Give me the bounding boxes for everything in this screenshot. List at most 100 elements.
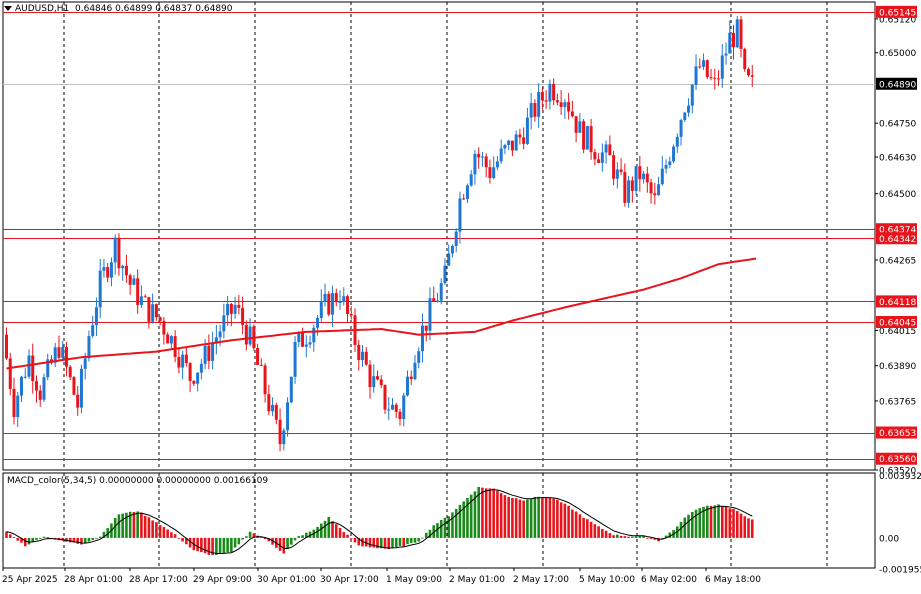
- macd-bar: [432, 525, 436, 538]
- bear-candle: [357, 344, 361, 361]
- price-tag-bg: [876, 315, 917, 328]
- macd-bar: [286, 537, 289, 550]
- bear-candle: [619, 169, 623, 173]
- macd-bar: [454, 508, 458, 538]
- macd-bar: [35, 537, 38, 540]
- macd-value-3: 0.00166109: [213, 476, 269, 486]
- ma-line: [6, 257, 757, 370]
- bull-candle: [443, 265, 447, 284]
- bear-candle: [653, 193, 657, 196]
- bear-candle: [301, 332, 305, 347]
- macd-bar: [507, 496, 510, 538]
- macd-bar: [80, 537, 83, 545]
- macd-bar: [368, 537, 372, 548]
- bull-candle: [735, 19, 739, 48]
- macd-bar: [98, 536, 102, 538]
- bull-candle: [642, 173, 646, 180]
- bear-candle: [256, 348, 260, 365]
- macd-bar: [8, 534, 12, 538]
- macd-bar: [245, 536, 248, 538]
- bull-candle: [289, 376, 293, 403]
- macd-bar: [720, 506, 724, 538]
- macd-bar: [413, 537, 417, 543]
- bear-candle: [555, 100, 559, 103]
- horizontal-lines[interactable]: [3, 12, 875, 460]
- bull-candle: [293, 341, 297, 377]
- macd-bar: [132, 511, 136, 538]
- macd-bar: [357, 537, 361, 546]
- price-axis-label: 0.64750: [879, 120, 916, 130]
- bull-candle: [214, 337, 218, 344]
- macd-bar: [608, 533, 612, 538]
- bear-candle: [207, 345, 211, 361]
- bear-candle: [462, 198, 466, 200]
- chart-header: AUDUSD,H1 0.64846 0.64899 0.64837 0.6489…: [4, 4, 233, 14]
- symbol-timeframe: AUDUSD,H1: [15, 4, 70, 14]
- price-tag-label: 0.64118: [879, 298, 916, 308]
- macd-bar: [462, 501, 465, 538]
- bear-candle: [267, 394, 271, 412]
- macd-bar: [481, 487, 484, 538]
- macd-bar: [724, 506, 728, 538]
- macd-bar: [705, 505, 709, 538]
- bear-candle: [31, 355, 35, 382]
- macd-bar: [477, 486, 480, 538]
- price-axis-label: 0.63520: [879, 467, 916, 477]
- macd-value-1: 0.00000000: [99, 476, 154, 486]
- price-axis-label: 0.63765: [879, 397, 916, 407]
- time-axis-label: 6 May 02:00: [641, 575, 697, 585]
- bull-candle: [98, 270, 102, 308]
- macd-bar: [379, 537, 383, 549]
- macd-value-2: 0.00000000: [156, 476, 211, 486]
- bull-candle: [529, 103, 533, 118]
- macd-bar: [642, 535, 645, 538]
- macd-bar: [301, 535, 304, 538]
- bear-candle: [117, 237, 121, 269]
- bear-candle: [750, 75, 754, 77]
- macd-bar: [668, 532, 672, 538]
- bull-candle: [94, 307, 98, 326]
- macd-bar: [417, 537, 421, 542]
- bull-candle: [435, 300, 439, 302]
- bull-candle: [61, 346, 65, 358]
- macd-bar: [664, 535, 668, 538]
- macd-bar: [683, 517, 687, 538]
- bear-candle: [540, 92, 544, 101]
- bear-candle: [645, 173, 649, 183]
- macd-bar: [102, 531, 106, 538]
- dropdown-triangle-icon[interactable]: [4, 6, 12, 11]
- macd-bar: [166, 529, 169, 538]
- bear-candle: [739, 19, 743, 49]
- macd-bar: [342, 532, 346, 538]
- bear-candle: [630, 180, 634, 191]
- bull-candle: [458, 198, 462, 232]
- bull-candle: [450, 245, 454, 254]
- macd-bar: [222, 537, 226, 554]
- bull-candle: [413, 362, 417, 380]
- bear-candle: [409, 376, 413, 380]
- price-axis-label: 0.64265: [879, 256, 916, 266]
- bear-candle: [709, 77, 713, 79]
- macd-bar: [514, 498, 518, 538]
- price-axis: 0.65120 0.65000 0.64750 0.64630 0.64500 0.642…: [875, 15, 916, 477]
- macd-bar: [20, 537, 23, 543]
- bull-candle: [181, 354, 185, 368]
- open-value: 0.64846: [75, 4, 113, 14]
- macd-bar: [91, 537, 94, 540]
- macd-bar: [334, 524, 338, 538]
- bull-candle: [297, 332, 301, 342]
- bear-candle: [259, 364, 263, 366]
- macd-bar: [42, 536, 46, 538]
- macd-bar: [297, 536, 301, 538]
- macd-bar: [586, 519, 589, 538]
- macd-bar: [372, 537, 376, 548]
- bear-candle: [608, 144, 612, 156]
- bear-candle: [379, 379, 383, 386]
- macd-bar: [290, 537, 293, 545]
- bull-candle: [342, 296, 346, 302]
- bear-candle: [518, 134, 522, 138]
- bear-candle: [278, 419, 282, 445]
- bull-candle: [218, 331, 222, 338]
